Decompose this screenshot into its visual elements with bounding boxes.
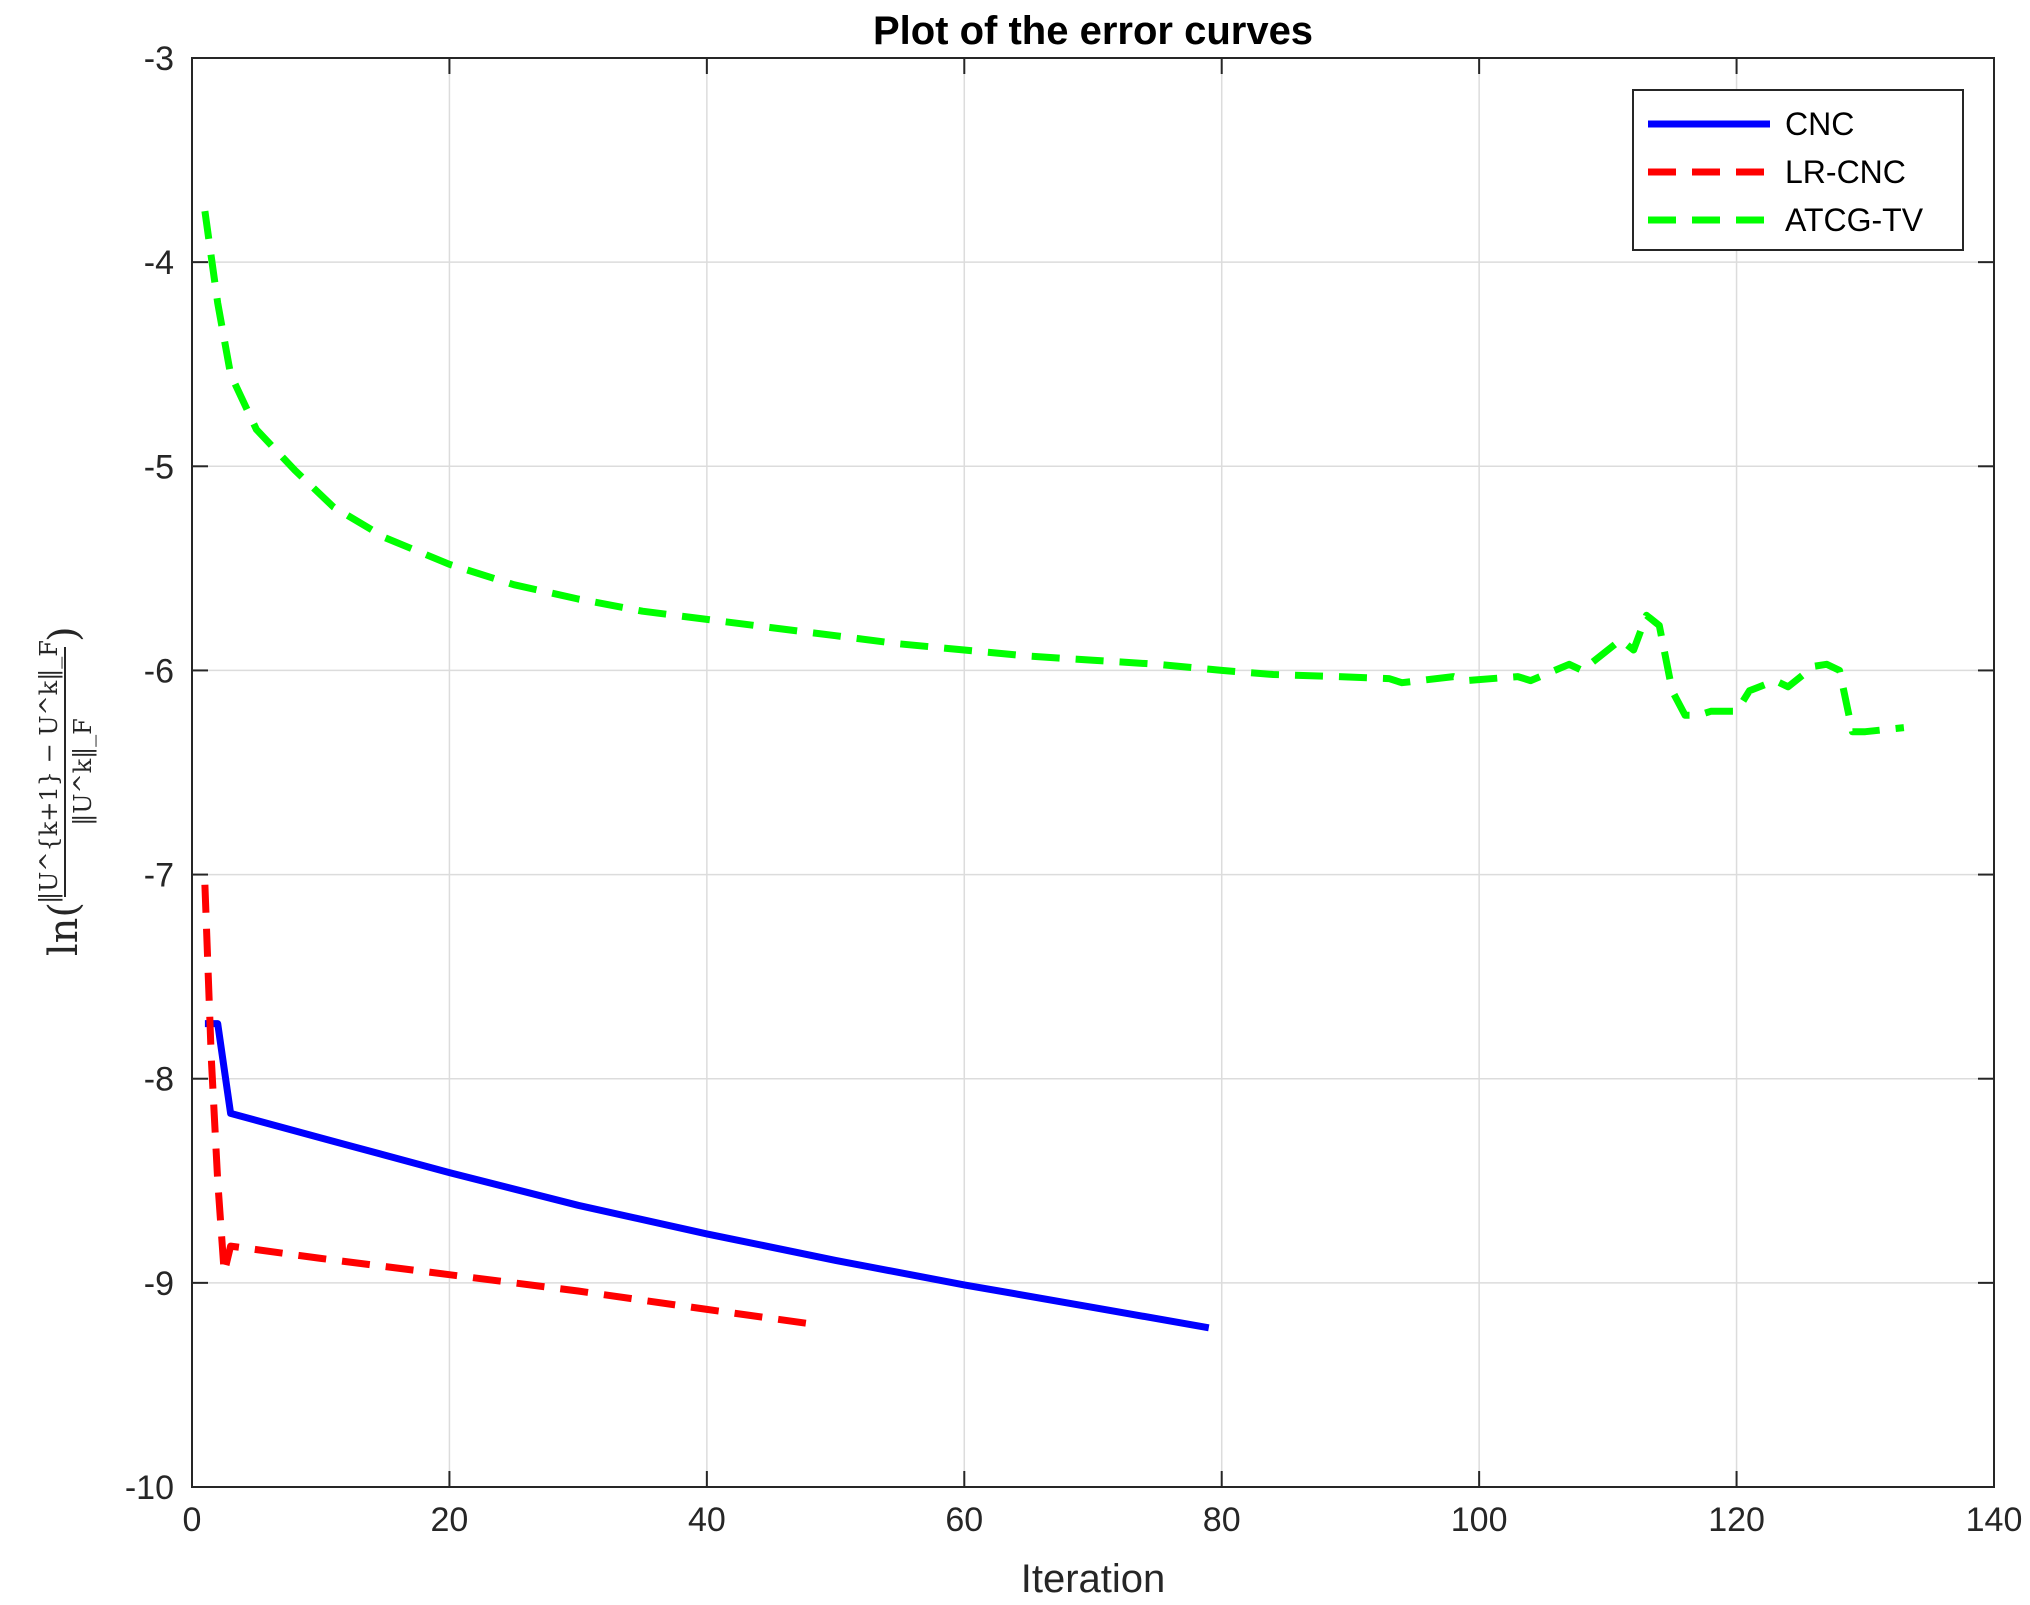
plot-area xyxy=(192,58,1994,1487)
chart-title: Plot of the error curves xyxy=(873,9,1313,53)
x-axis-label: Iteration xyxy=(1021,1557,1166,1601)
legend-label-cnc: CNC xyxy=(1785,106,1854,142)
x-tick-label: 100 xyxy=(1451,1501,1508,1539)
y-axis-label: ln( ‖U^{k+1} − U^k‖_F ‖U^k‖_F ) xyxy=(35,626,98,956)
x-tick-label: 0 xyxy=(183,1501,202,1539)
y-tick-labels: -10 -9 -8 -7 -6 -5 -4 -3 xyxy=(125,40,174,1507)
y-label-denominator: ‖U^k‖_F xyxy=(69,718,98,826)
series-layer xyxy=(201,210,1905,1332)
y-tick-label: -4 xyxy=(144,244,174,282)
y-tick-label: -10 xyxy=(125,1469,174,1507)
y-label-numerator: ‖U^{k+1} − U^k‖_F xyxy=(35,640,64,904)
x-tick-label: 120 xyxy=(1708,1501,1765,1539)
grid-lines xyxy=(192,58,1994,1487)
legend-label-atcg-tv: ATCG-TV xyxy=(1785,202,1924,238)
series-line-atcg-tv xyxy=(201,210,1905,736)
x-tick-label: 80 xyxy=(1203,1501,1241,1539)
axes-box xyxy=(191,57,1995,1488)
x-tick-labels: 0 20 40 60 80 100 120 140 xyxy=(183,1501,2023,1539)
x-tick-label: 20 xyxy=(431,1501,469,1539)
y-tick-label: -7 xyxy=(144,857,174,895)
legend-box xyxy=(1632,89,1964,251)
y-label-prefix: ln( xyxy=(41,902,87,956)
x-tick-label: 140 xyxy=(1966,1501,2023,1539)
y-tick-label: -8 xyxy=(144,1061,174,1099)
tick-marks xyxy=(191,57,1995,1488)
legend-label-lr-cnc: LR-CNC xyxy=(1785,154,1906,190)
series-line-cnc xyxy=(204,1020,1210,1332)
x-tick-label: 40 xyxy=(688,1501,726,1539)
legend: CNC LR-CNC ATCG-TV xyxy=(1632,89,1964,251)
y-label-suffix: ) xyxy=(41,626,87,642)
y-tick-label: -6 xyxy=(144,652,174,690)
series-line-lr-cnc xyxy=(201,884,811,1328)
y-tick-label: -5 xyxy=(144,448,174,486)
y-tick-label: -3 xyxy=(144,40,174,78)
x-tick-label: 60 xyxy=(945,1501,983,1539)
y-tick-label: -9 xyxy=(144,1265,174,1303)
